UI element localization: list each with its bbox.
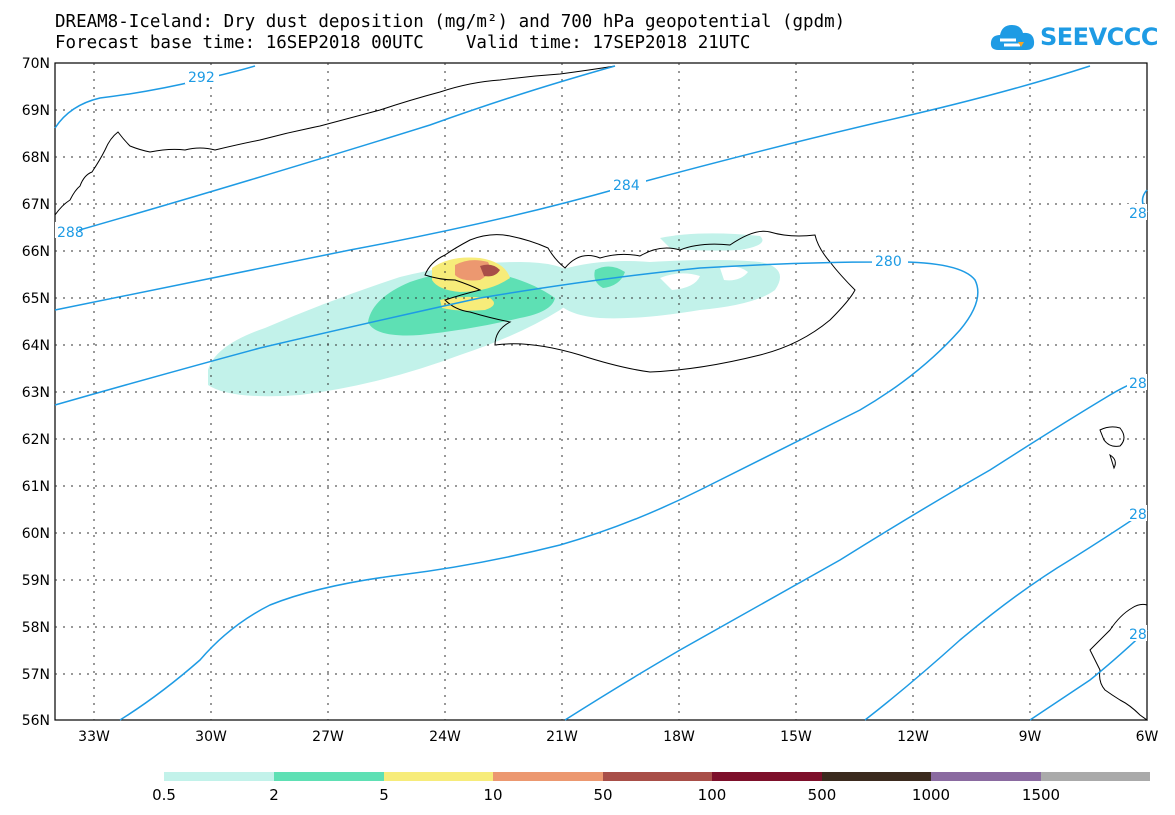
chart-subtitle-times: Forecast base time: 16SEP2018 00UTC Vali… xyxy=(55,33,751,53)
greenland-coast xyxy=(54,65,616,216)
colorbar-label: 50 xyxy=(593,786,613,804)
contour-292 xyxy=(54,65,256,129)
lon-label: 24W xyxy=(429,729,461,745)
colorbar-segment xyxy=(931,772,1041,781)
lon-label: 18W xyxy=(663,729,695,745)
lon-label: 12W xyxy=(897,729,929,745)
colorbar xyxy=(164,772,1150,781)
logo-text: SEEVCCC xyxy=(1040,23,1159,51)
lon-label: 9W xyxy=(1019,729,1042,745)
lat-label: 66N xyxy=(22,244,50,260)
lat-label: 65N xyxy=(22,291,50,307)
colorbar-label: 2 xyxy=(269,786,279,804)
lat-label: 63N xyxy=(22,385,50,401)
lat-label: 62N xyxy=(22,432,50,448)
contour-280 xyxy=(54,261,979,721)
contour-label: 28 xyxy=(1129,627,1147,643)
latitude-labels: 70N 69N 68N 67N 66N 65N 64N 63N 62N 61N … xyxy=(22,56,50,729)
contour-label: 28 xyxy=(1129,206,1147,222)
longitude-labels: 33W 30W 27W 24W 21W 18W 15W 12W 9W 6W xyxy=(78,729,1158,745)
lon-label: 33W xyxy=(78,729,110,745)
colorbar-segment xyxy=(493,772,603,781)
colorbar-label: 10 xyxy=(483,786,503,804)
lat-label: 69N xyxy=(22,103,50,119)
contour-288 xyxy=(54,65,616,238)
faroe-coast xyxy=(1099,426,1125,470)
colorbar-label: 1000 xyxy=(911,786,951,804)
colorbar-segment xyxy=(822,772,931,781)
colorbar-label: 1500 xyxy=(1021,786,1061,804)
contour-e2 xyxy=(564,377,1148,721)
scotland-coast xyxy=(1089,603,1148,721)
contour-label: 292 xyxy=(188,70,215,86)
contour-label: 284 xyxy=(613,178,640,194)
lat-label: 58N xyxy=(22,620,50,636)
colorbar-segment xyxy=(712,772,822,781)
dust-deposition-shading xyxy=(208,233,780,397)
lat-label: 68N xyxy=(22,150,50,166)
lon-label: 27W xyxy=(312,729,344,745)
lat-label: 64N xyxy=(22,338,50,354)
lat-label: 61N xyxy=(22,479,50,495)
lon-label: 30W xyxy=(195,729,227,745)
contour-labels: 292 288 284 280 28 28 28 28 xyxy=(55,68,1147,643)
contour-label: 28 xyxy=(1129,376,1147,392)
lat-label: 60N xyxy=(22,526,50,542)
colorbar-label: 5 xyxy=(379,786,389,804)
lat-label: 57N xyxy=(22,667,50,683)
coastlines xyxy=(54,65,1148,721)
graticule xyxy=(55,63,1147,720)
iceland-coast xyxy=(424,230,856,373)
seevccc-logo: SEEVCCC xyxy=(990,20,1159,56)
chart-title: DREAM8-Iceland: Dry dust deposition (mg/… xyxy=(55,12,846,32)
contour-e3 xyxy=(864,509,1148,721)
cloud-logo-icon xyxy=(990,25,1035,50)
colorbar-segment xyxy=(274,772,384,781)
lon-label: 6W xyxy=(1136,729,1159,745)
contour-label: 280 xyxy=(875,254,902,270)
lat-label: 56N xyxy=(22,713,50,729)
lon-label: 21W xyxy=(546,729,578,745)
lat-label: 67N xyxy=(22,197,50,213)
geopotential-contours xyxy=(54,65,1148,721)
lat-label: 59N xyxy=(22,573,50,589)
colorbar-segment xyxy=(603,772,712,781)
contour-label: 288 xyxy=(57,225,84,241)
contour-label: 28 xyxy=(1129,507,1147,523)
lat-label: 70N xyxy=(22,56,50,72)
colorbar-label: 500 xyxy=(807,786,837,804)
colorbar-segment xyxy=(384,772,493,781)
lon-label: 15W xyxy=(780,729,812,745)
contour-e4 xyxy=(1029,629,1148,721)
colorbar-segment xyxy=(1041,772,1150,781)
colorbar-segment xyxy=(164,772,274,781)
colorbar-label: 0.5 xyxy=(152,786,176,804)
colorbar-label: 100 xyxy=(697,786,727,804)
